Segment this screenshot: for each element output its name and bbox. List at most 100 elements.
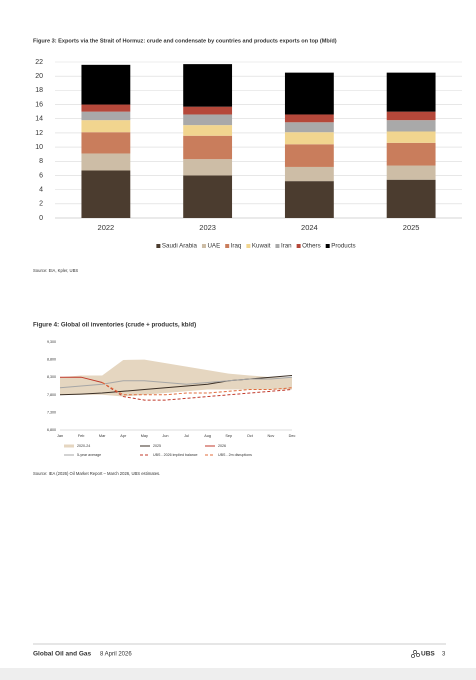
x-tick-label: May xyxy=(141,434,148,438)
legend-label: 5-year average xyxy=(77,453,101,457)
y-tick-label: 18 xyxy=(35,87,43,94)
x-tick-label: Jul xyxy=(184,434,189,438)
bar-segment xyxy=(386,131,436,143)
y-tick-label: 16 xyxy=(35,101,43,108)
bar-segment xyxy=(183,114,233,126)
bar-segment xyxy=(386,165,436,180)
bar-segment xyxy=(183,125,233,136)
x-tick-label: 2022 xyxy=(98,223,115,232)
legend-swatch xyxy=(275,244,280,248)
legend: Saudi Arabia UAE Iraq Kuwait Iran Others Produ… xyxy=(156,243,356,250)
x-tick-label: Feb xyxy=(78,434,85,438)
bar-segment xyxy=(284,132,334,145)
legend-label: UBS - 2m disruptions xyxy=(218,453,252,457)
figure-title: Figure 4: Global oil inventories (crude … xyxy=(33,322,196,329)
y-tick-label: 14 xyxy=(35,116,43,123)
bottom-strip xyxy=(0,668,476,680)
series-line xyxy=(60,376,103,383)
y-tick-label: 7,800 xyxy=(47,393,56,397)
legend-label: 2020-24 xyxy=(77,444,90,448)
bar-segment xyxy=(386,72,436,112)
bar-segment xyxy=(81,132,131,154)
legend-swatch xyxy=(296,244,301,248)
legend-label: 2026 xyxy=(218,444,226,448)
legend-swatch xyxy=(201,244,206,248)
y-tick-label: 7,300 xyxy=(47,410,56,414)
figure-title: Figure 3: Exports via the Strait of Horm… xyxy=(33,38,337,44)
bar-segment xyxy=(81,64,131,105)
range-band xyxy=(60,359,292,397)
figure-source: Source: EIA, Kpler, UBS xyxy=(33,268,78,273)
y-tick-label: 8,300 xyxy=(47,375,56,379)
x-tick-label: Oct xyxy=(247,434,254,438)
bar-segment xyxy=(386,142,436,166)
legend-swatch xyxy=(246,244,251,248)
y-tick-label: 2 xyxy=(39,201,43,208)
series-line xyxy=(101,382,293,401)
legend-swatch xyxy=(325,244,330,248)
x-tick-label: Jan xyxy=(57,434,63,438)
bar-segment xyxy=(284,122,334,133)
legend-swatch xyxy=(225,244,230,248)
legend-swatch xyxy=(64,444,74,448)
bar-segment xyxy=(284,166,334,182)
x-tick-label: Jun xyxy=(162,434,168,438)
y-tick-label: 22 xyxy=(35,59,43,66)
bar-segment xyxy=(183,159,233,176)
y-tick-label: 8 xyxy=(39,158,43,165)
bar-segment xyxy=(183,135,233,160)
bar-segment xyxy=(386,120,436,132)
bar-segment xyxy=(81,120,131,133)
bar-segment xyxy=(81,111,131,121)
footer-title: Global Oil and Gas xyxy=(33,651,92,658)
x-tick-label: Mar xyxy=(99,434,106,438)
legend-label: UAE xyxy=(207,243,220,250)
y-tick-label: 0 xyxy=(39,215,43,222)
footer-brand: UBS xyxy=(421,651,435,658)
footer-date: 8 April 2026 xyxy=(100,652,132,658)
x-tick-label: Dec xyxy=(289,434,296,438)
bar-segment xyxy=(284,181,334,218)
y-tick-label: 10 xyxy=(35,144,43,151)
legend-label: Iran xyxy=(281,243,292,250)
x-tick-label: Aug xyxy=(204,434,211,438)
bar-segment xyxy=(81,170,131,218)
bar-segment xyxy=(284,72,334,115)
y-tick-label: 6 xyxy=(39,172,43,179)
series-line xyxy=(101,382,293,396)
legend-label: Products xyxy=(331,243,355,250)
bar-segment xyxy=(183,175,233,218)
legend-swatch xyxy=(156,244,161,248)
y-tick-label: 12 xyxy=(35,130,43,137)
legend-label: 2025 xyxy=(153,444,161,448)
bar-segment xyxy=(183,64,233,107)
figure-source: Source: IEA (2026) Oil Market Report – M… xyxy=(33,471,160,476)
bar-segment xyxy=(386,179,436,218)
legend-label: Saudi Arabia xyxy=(162,243,198,250)
y-tick-label: 9,300 xyxy=(47,340,56,344)
y-tick-label: 8,800 xyxy=(47,358,56,362)
x-tick-label: 2024 xyxy=(301,223,318,232)
x-tick-label: Apr xyxy=(120,434,127,438)
x-tick-label: 2025 xyxy=(403,223,420,232)
bar-segment xyxy=(284,144,334,167)
x-tick-label: Sep xyxy=(225,434,232,438)
bar-segment xyxy=(183,106,233,115)
legend-label: Others xyxy=(302,243,321,250)
y-tick-label: 20 xyxy=(35,73,43,80)
legend-label: Kuwait xyxy=(252,243,271,250)
y-tick-label: 6,800 xyxy=(47,428,56,432)
bar-segment xyxy=(81,104,131,112)
ubs-logo xyxy=(411,650,420,658)
legend-label: Iraq xyxy=(231,243,242,250)
x-tick-label: Nov xyxy=(268,434,275,438)
x-tick-label: 2023 xyxy=(199,223,216,232)
y-tick-label: 4 xyxy=(39,186,43,193)
legend-label: UBS - 2026 implied balance xyxy=(153,453,198,457)
page-number: 3 xyxy=(442,652,446,658)
series-line xyxy=(59,376,293,389)
bar-segment xyxy=(284,114,334,123)
bar-segment xyxy=(386,111,436,121)
